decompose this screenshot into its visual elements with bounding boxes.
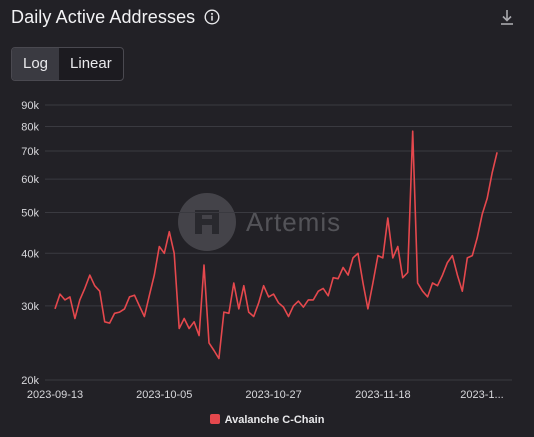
y-tick-label: 40k (21, 248, 39, 260)
x-tick-label: 2023-10-27 (245, 389, 301, 401)
download-icon[interactable] (498, 8, 516, 28)
y-tick-label: 80k (21, 122, 39, 134)
y-tick-label: 20k (21, 375, 39, 387)
x-tick-label: 2023-09-13 (27, 389, 83, 401)
y-tick-label: 50k (21, 207, 39, 219)
legend-swatch (209, 414, 220, 424)
y-axis: 20k 30k 40k 50k 60k 70k 80k 90k (21, 100, 39, 387)
log-scale-button[interactable]: Log (12, 48, 60, 80)
series-line-avalanche-c-chain (54, 130, 498, 360)
x-axis: 2023-09-13 2023-10-05 2023-10-27 2023-11-18… (27, 389, 504, 401)
info-icon[interactable] (204, 9, 220, 25)
linear-scale-button[interactable]: Linear (70, 55, 112, 72)
legend-label[interactable]: Avalanche C-Chain (224, 414, 325, 426)
scale-toggle: Log Linear (11, 47, 124, 81)
y-tick-label: 70k (21, 146, 39, 158)
y-tick-label: 60k (21, 174, 39, 186)
x-tick-label: 2023-10-05 (136, 389, 192, 401)
y-tick-label: 30k (21, 301, 39, 313)
chart-legend: Avalanche C-Chain (0, 414, 534, 426)
gridlines (45, 104, 512, 381)
x-tick-label: 2023-11-18 (355, 389, 410, 401)
y-tick-label: 90k (21, 100, 39, 112)
page-title: Daily Active Addresses (11, 6, 196, 27)
chart-header: Daily Active Addresses (11, 6, 220, 28)
x-tick-label: 2023-1... (460, 389, 503, 401)
